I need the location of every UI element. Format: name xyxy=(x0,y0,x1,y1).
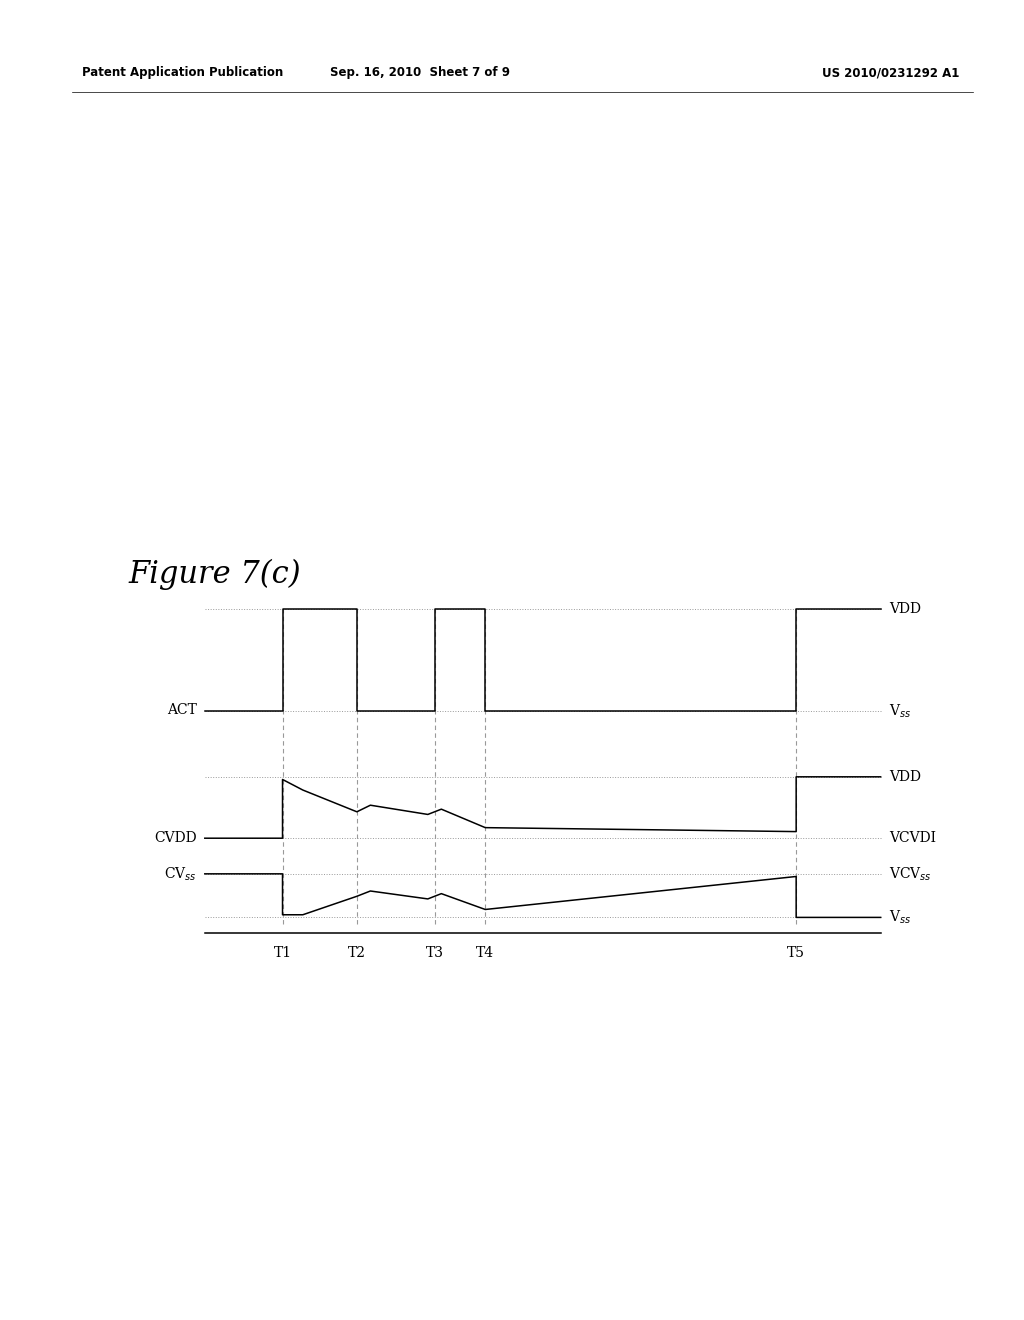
Text: CVDD: CVDD xyxy=(154,832,197,845)
Text: VDD: VDD xyxy=(889,602,921,616)
Text: ACT: ACT xyxy=(167,702,197,717)
Text: VCVDI: VCVDI xyxy=(889,832,936,845)
Text: T5: T5 xyxy=(787,946,805,961)
Text: T1: T1 xyxy=(273,946,292,961)
Text: VDD: VDD xyxy=(889,770,921,784)
Text: T3: T3 xyxy=(426,946,443,961)
Text: T4: T4 xyxy=(476,946,495,961)
Text: Patent Application Publication: Patent Application Publication xyxy=(82,66,284,79)
Text: Sep. 16, 2010  Sheet 7 of 9: Sep. 16, 2010 Sheet 7 of 9 xyxy=(330,66,510,79)
Text: VCV$_{ss}$: VCV$_{ss}$ xyxy=(889,865,932,883)
Text: US 2010/0231292 A1: US 2010/0231292 A1 xyxy=(822,66,959,79)
Text: Figure 7(c): Figure 7(c) xyxy=(128,558,301,590)
Text: V$_{ss}$: V$_{ss}$ xyxy=(889,702,911,719)
Text: CV$_{ss}$: CV$_{ss}$ xyxy=(164,865,197,883)
Text: T2: T2 xyxy=(348,946,366,961)
Text: V$_{ss}$: V$_{ss}$ xyxy=(889,908,911,927)
